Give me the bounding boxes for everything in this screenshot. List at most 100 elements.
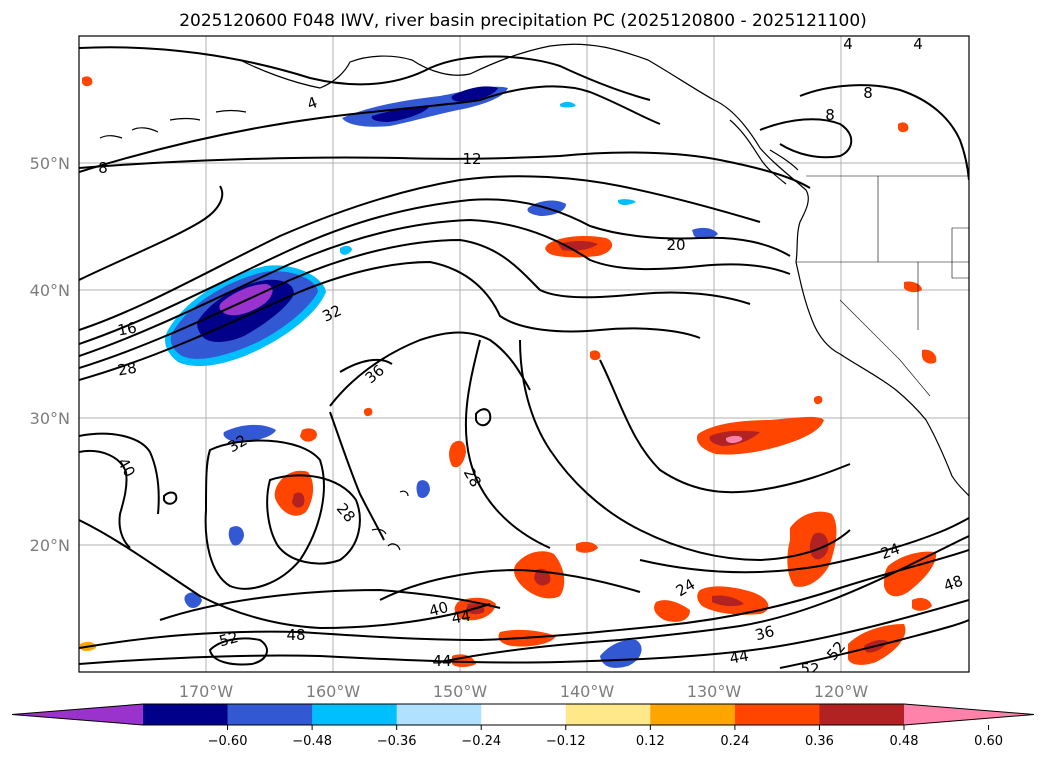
pos-region-small-6 (898, 122, 909, 133)
iwv-label: 40 (427, 598, 450, 620)
iwv-contour-52-south (779, 619, 969, 669)
iwv-contour-12 (79, 151, 811, 189)
iwv-label: 12 (462, 150, 481, 168)
iwv-contour-loop-a (204, 439, 325, 590)
iwv-contour-48 (79, 549, 969, 649)
iwv-contour-east-coast (759, 118, 853, 159)
pos-region-small-11 (364, 407, 373, 417)
coastline-bc-islands (729, 119, 799, 185)
neg-region-subtropic-1 (223, 424, 276, 442)
colorbar-segment (227, 704, 313, 725)
iwv-contour-loop-b (266, 474, 361, 565)
colorbar-tick-label: 0.60 (974, 734, 1003, 749)
pos-region-small-2 (590, 350, 601, 361)
iwv-contour-28 (79, 238, 751, 369)
lake-outline (951, 227, 969, 279)
lon-label: 170°W (179, 682, 234, 701)
colorbar-tick-label: −0.24 (461, 734, 501, 749)
iwv-label: 52 (800, 660, 819, 678)
pos-region-small-5 (82, 76, 93, 87)
pos-region-south-4 (654, 600, 690, 622)
neg-region-subtropic-2 (228, 526, 244, 546)
neg-region-small-2 (618, 199, 636, 205)
hawaii-islands (371, 490, 409, 551)
iwv-contour-central-2 (599, 359, 851, 494)
coastlines (99, 43, 969, 551)
colorbar-tick-label: −0.60 (208, 734, 248, 749)
neg-region-coast (692, 227, 718, 239)
iwv-contour-52 (79, 599, 969, 665)
iwv-label: 28 (116, 359, 138, 380)
iwv-contour-8 (79, 85, 661, 173)
iwv-label: 8 (863, 84, 873, 102)
pos-region-small-9 (912, 598, 932, 611)
neg-region-subtropic-3 (416, 480, 430, 498)
iwv-label: 48 (286, 626, 305, 644)
neg-region-west-edge (184, 592, 202, 608)
pos-region-small-7 (904, 281, 922, 293)
colorbar-extend-max (904, 704, 1034, 725)
colorbar-extend-min (12, 704, 143, 725)
latitude-labels: 50°N 40°N 30°N 20°N (30, 154, 70, 555)
pos-region-small-1 (576, 541, 598, 553)
iwv-contour-east-coast-2 (799, 84, 969, 181)
iwv-label: 4 (843, 35, 853, 53)
map-frame (78, 35, 970, 673)
lon-label: 130°W (687, 682, 742, 701)
iwv-label: 20 (666, 236, 685, 254)
iwv-contour-40 (159, 588, 501, 621)
neg-region-gulf-alaska-core (371, 106, 430, 122)
iwv-contour-4-north (79, 46, 651, 101)
pos-region-small-10 (452, 654, 476, 667)
colorbar-segment (481, 704, 567, 725)
colorbar: −0.60 −0.48 −0.36 −0.24 −0.12 0.12 0.24 0.36 0.4… (11, 703, 1035, 749)
iwv-contour-20 (79, 198, 791, 345)
pos-region-north-core (558, 241, 598, 251)
pos-region-hawaii-west-core (292, 492, 305, 508)
colorbar-segment (819, 704, 905, 725)
iwv-contour-west-far (79, 185, 224, 281)
colorbar-tick-label: 0.12 (636, 734, 665, 749)
aleutian-chain (99, 109, 247, 139)
longitude-labels: 170°W 160°W 150°W 140°W 130°W 120°W (179, 682, 869, 701)
iwv-contour-16 (79, 175, 761, 331)
neg-region-small-1 (340, 245, 352, 255)
colorbar-tick-label: −0.36 (377, 734, 417, 749)
iwv-label: 24 (878, 540, 902, 563)
colorbar-segment (143, 704, 229, 725)
iwv-label: 48 (941, 572, 965, 595)
colorbar-segment (650, 704, 736, 725)
colorbar-segment (565, 704, 651, 725)
neg-region-small-3 (560, 101, 576, 108)
iwv-contour-loop-small-2 (163, 491, 178, 505)
pos-region-small-8 (922, 349, 937, 364)
iwv-label: 44 (450, 607, 472, 628)
figure-title: 2025120600 F048 IWV, river basin precipi… (179, 11, 867, 31)
iwv-contour-loop-small-1 (475, 408, 492, 427)
colorbar-tick-label: 0.36 (805, 734, 834, 749)
coastline-alaska (239, 43, 969, 497)
lat-label: 50°N (30, 154, 70, 173)
lat-label: 20°N (30, 536, 70, 555)
lon-label: 150°W (433, 682, 488, 701)
iwv-label: 8 (98, 159, 108, 177)
colorbar-tick-label: −0.12 (546, 734, 586, 749)
neg-region-gulf-alaska-east (451, 86, 498, 102)
iwv-contour-40-west-2 (79, 432, 160, 515)
iwv-contour-32 (79, 260, 701, 381)
iwv-contour-36-inner (339, 358, 393, 373)
lon-label: 140°W (560, 682, 615, 701)
lon-label: 160°W (306, 682, 361, 701)
iwv-contour-44 (439, 535, 969, 663)
iwv-contour-28-mid (329, 411, 385, 541)
iwv-contour-24-north (79, 218, 791, 357)
colorbar-segment (312, 704, 398, 725)
iwv-label: 4 (913, 35, 923, 53)
iwv-contour-36 (329, 331, 531, 407)
iwv-contour-loop-small-3 (208, 637, 268, 666)
lon-label: 120°W (814, 682, 869, 701)
iwv-contour-28-south (79, 519, 491, 630)
iwv-label: 16 (116, 319, 138, 340)
iwv-contour-central (519, 339, 851, 562)
